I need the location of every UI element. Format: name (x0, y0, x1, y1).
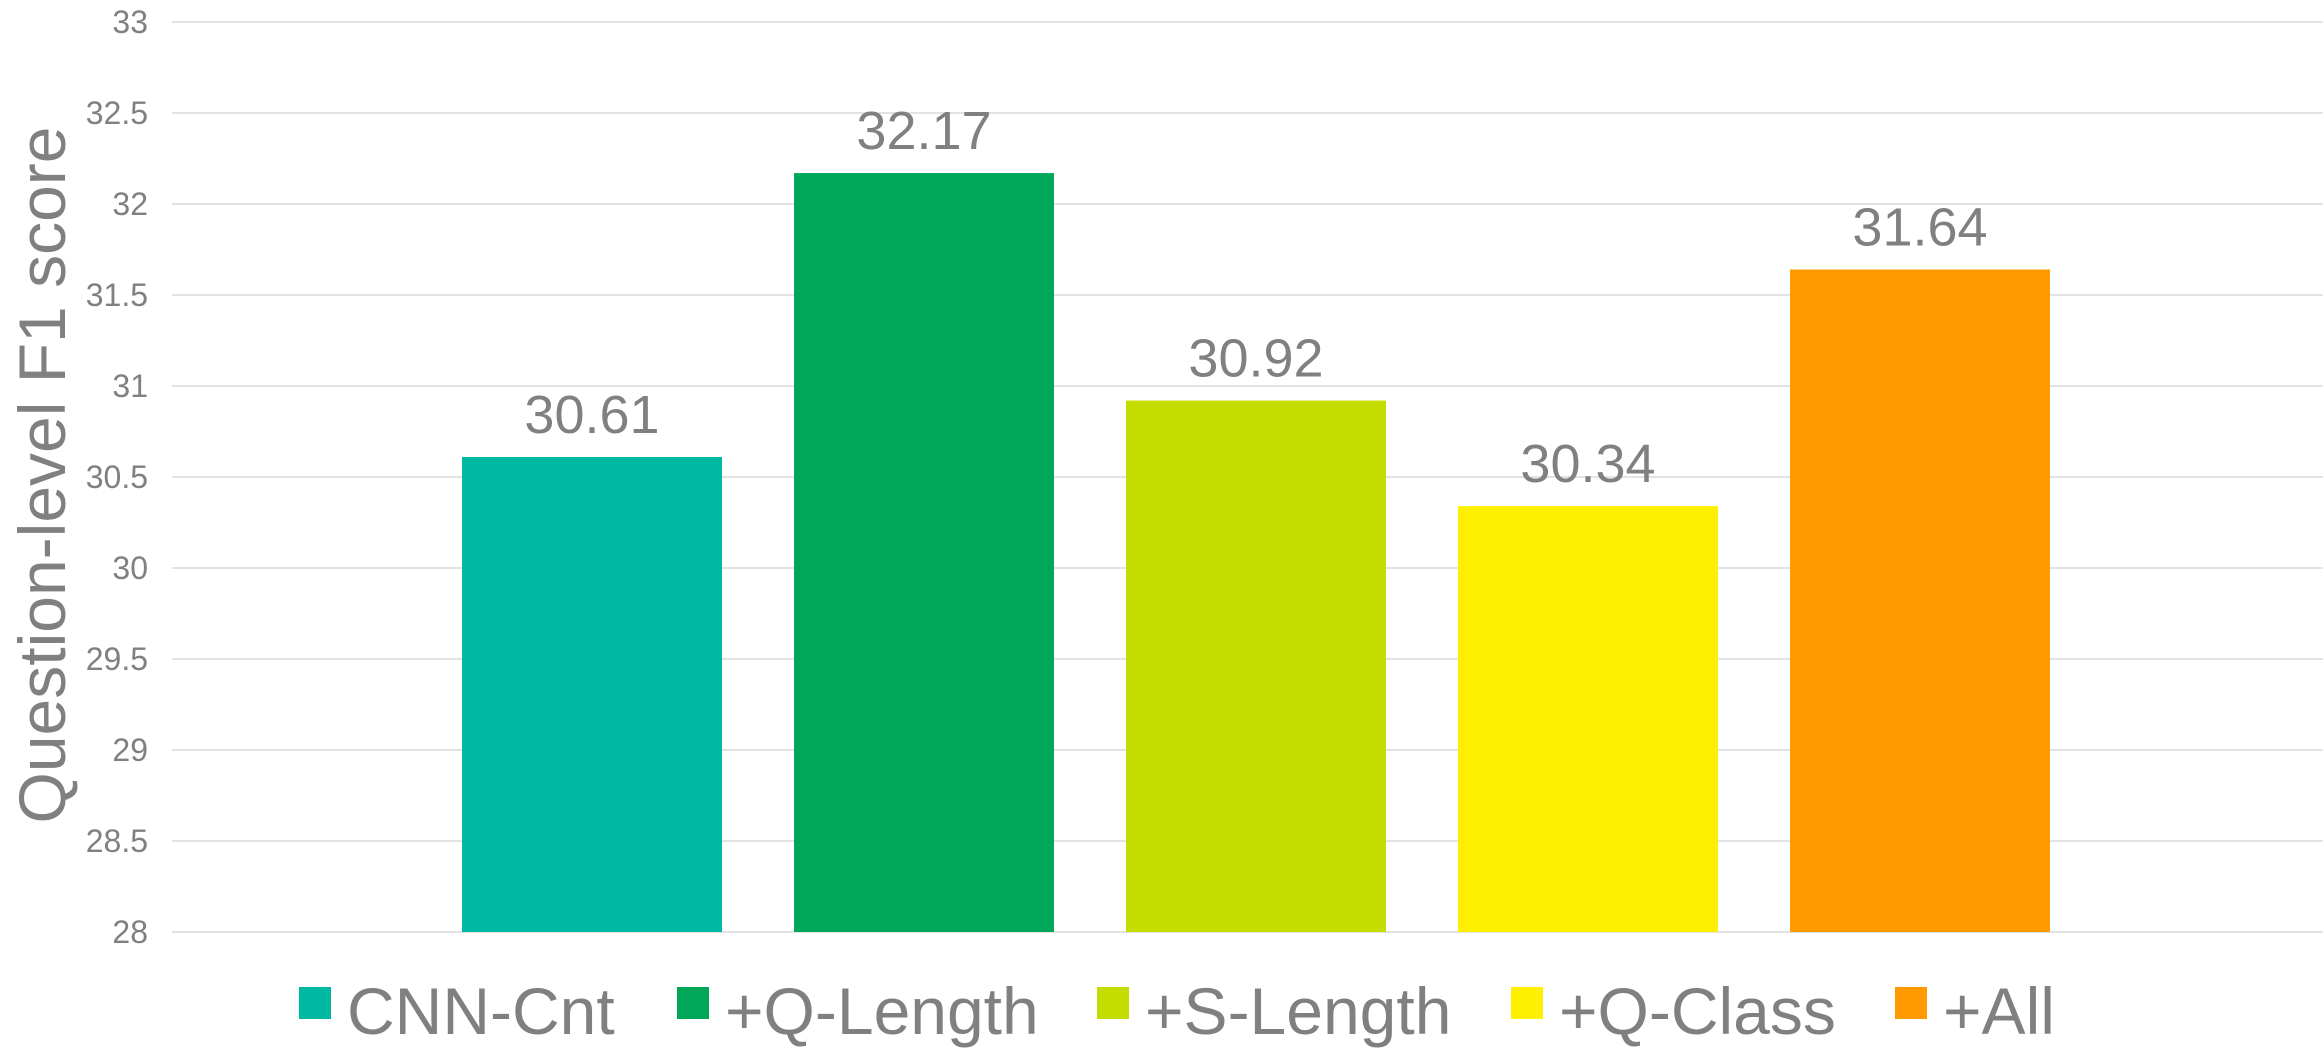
y-tick-label: 29.5 (86, 641, 148, 677)
y-tick-label: 30 (112, 550, 148, 586)
y-axis-ticks: 28 28.5 29 29.5 30 30.5 31 31.5 32 32.5 33 (86, 4, 148, 950)
data-labels: 30.61 32.17 30.92 30.34 31.64 (524, 101, 1987, 494)
y-tick-label: 28 (112, 914, 148, 950)
y-tick-label: 33 (112, 4, 148, 40)
legend-swatch (1511, 987, 1543, 1019)
data-label: 31.64 (1852, 198, 1987, 258)
data-label: 30.61 (524, 385, 659, 445)
y-tick-label: 31 (112, 368, 148, 404)
data-label: 30.34 (1520, 434, 1655, 494)
bars (462, 173, 2050, 932)
legend-label: CNN-Cnt (347, 974, 615, 1048)
y-tick-label: 32 (112, 186, 148, 222)
y-tick-label: 29 (112, 732, 148, 768)
y-tick-label: 31.5 (86, 277, 148, 313)
legend-swatch (677, 987, 709, 1019)
y-tick-label: 30.5 (86, 459, 148, 495)
y-axis-title: Question-level F1 score (5, 127, 79, 824)
legend-label: +Q-Class (1559, 974, 1836, 1048)
legend-swatch (1097, 987, 1129, 1019)
legend-swatch (299, 987, 331, 1019)
bar (794, 173, 1054, 932)
legend: CNN-Cnt +Q-Length +S-Length +Q-Class +All (299, 974, 2055, 1048)
legend-label: +Q-Length (725, 974, 1039, 1048)
bar (1790, 269, 2050, 932)
bar (1126, 400, 1386, 932)
y-tick-label: 28.5 (86, 823, 148, 859)
data-label: 30.92 (1188, 329, 1323, 389)
bar (462, 456, 722, 932)
bar (1458, 506, 1718, 932)
data-label: 32.17 (856, 101, 991, 161)
legend-swatch (1895, 987, 1927, 1019)
y-tick-label: 32.5 (86, 95, 148, 131)
legend-label: +All (1943, 974, 2055, 1048)
legend-label: +S-Length (1145, 974, 1451, 1048)
